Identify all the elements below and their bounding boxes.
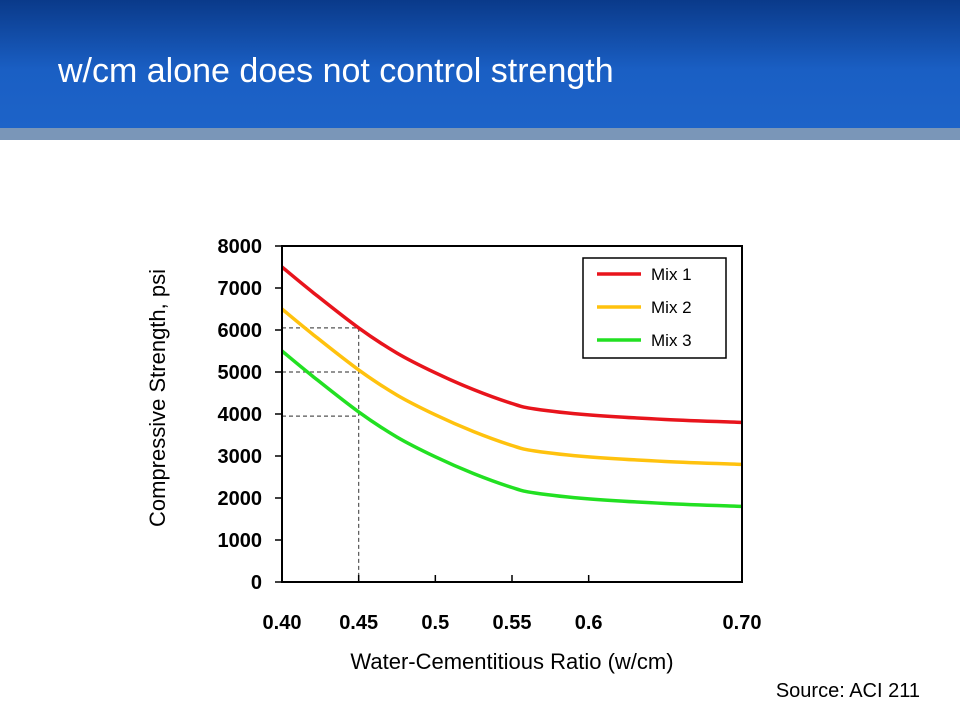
x-tick-label: 0.6 [575, 612, 603, 634]
y-tick-label: 0 [251, 572, 262, 594]
legend-label-mix-1: Mix 1 [651, 265, 692, 284]
series-line-mix-3 [280, 349, 743, 509]
slide-title: w/cm alone does not control strength [58, 52, 614, 90]
y-tick-label: 8000 [218, 236, 263, 258]
y-axis-title: Compressive Strength, psi [145, 269, 170, 527]
x-tick-label: 0.70 [723, 612, 762, 634]
y-tick-label: 3000 [218, 446, 263, 468]
legend-label-mix-3: Mix 3 [651, 331, 692, 350]
series-line-mix-1 [280, 265, 743, 425]
reference-lines [282, 327, 360, 582]
y-tick-label: 7000 [218, 278, 263, 300]
x-tick-label: 0.40 [263, 612, 302, 634]
axis-tick-labels: 0 1000 2000 3000 4000 5000 6000 7000 8000 0.40 0.4… [218, 236, 762, 634]
chart-legend: Mix 1 Mix 2 Mix 3 [582, 257, 727, 359]
y-tick-label: 1000 [218, 530, 263, 552]
series-lines [280, 265, 743, 509]
series-line-mix-2 [280, 307, 743, 467]
x-tick-label: 0.5 [421, 612, 449, 634]
x-tick-label: 0.55 [493, 612, 532, 634]
y-tick-label: 2000 [218, 488, 263, 510]
y-tick-label: 4000 [218, 404, 263, 426]
source-citation: Source: ACI 211 [775, 680, 920, 702]
y-tick-label: 6000 [218, 320, 263, 342]
y-tick-label: 5000 [218, 362, 263, 384]
slide-header [0, 0, 960, 128]
legend-label-mix-2: Mix 2 [651, 298, 692, 317]
axis-ticks [275, 245, 743, 583]
header-stripe [0, 128, 960, 140]
x-axis-title: Water-Cementitious Ratio (w/cm) [350, 649, 673, 674]
x-tick-label: 0.45 [339, 612, 378, 634]
